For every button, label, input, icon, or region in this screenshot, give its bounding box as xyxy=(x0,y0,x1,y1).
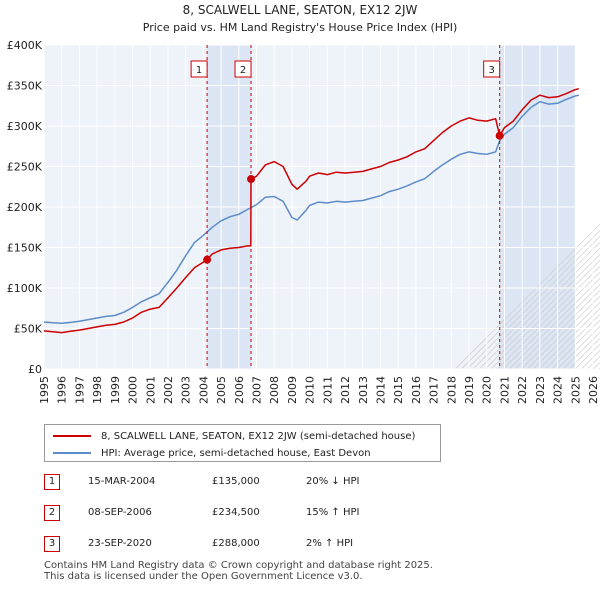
x-tick-label: 2020 xyxy=(481,376,494,404)
forecast-hatch xyxy=(473,241,600,370)
price-chart: 8, SCALWELL LANE, SEATON, EX12 2JW Price… xyxy=(7,3,600,404)
x-tick-label: 1996 xyxy=(56,376,69,404)
forecast-hatch xyxy=(509,277,600,370)
y-tick-label: £150K xyxy=(7,242,43,255)
transaction-price: £234,500 xyxy=(212,507,260,518)
x-tick-label: 1997 xyxy=(73,376,86,404)
transaction-date: 08-SEP-2006 xyxy=(88,507,152,518)
sale-point xyxy=(495,131,504,140)
x-tick-label: 2012 xyxy=(339,376,352,404)
x-tick-label: 2025 xyxy=(569,376,582,404)
forecast-hatch xyxy=(485,253,600,370)
x-tick-label: 2010 xyxy=(304,376,317,404)
x-tick-label: 2002 xyxy=(162,376,175,404)
plot-area: 1 2 3 £0 £50K £100K £150K £200K £250K £300K £350K £… xyxy=(7,39,600,404)
legend-swatch-hpi xyxy=(53,452,91,454)
table-row: 1 15-MAR-2004 £135,000 20% ↓ HPI xyxy=(44,474,564,492)
x-tick-label: 2000 xyxy=(127,376,140,404)
x-tick-label: 1995 xyxy=(38,376,51,404)
x-tick-label: 2026 xyxy=(587,376,600,404)
legend-item-hpi: HPI: Average price, semi-detached house,… xyxy=(53,445,371,461)
forecast-hatch xyxy=(461,229,600,370)
transaction-price: £288,000 xyxy=(212,538,260,549)
sale-label-box xyxy=(483,60,501,78)
chart-title: 8, SCALWELL LANE, SEATON, EX12 2JW xyxy=(183,3,418,17)
table-row: 3 23-SEP-2020 £288,000 2% ↑ HPI xyxy=(44,536,564,554)
x-tick-label: 2019 xyxy=(463,376,476,404)
x-tick-label: 2008 xyxy=(268,376,281,404)
legend-label-hpi: HPI: Average price, semi-detached house,… xyxy=(101,447,371,459)
forecast-hatch xyxy=(479,247,600,370)
table-row: 2 08-SEP-2006 £234,500 15% ↑ HPI xyxy=(44,505,564,523)
sale-label: 1 xyxy=(196,65,202,76)
x-tick-label: 2022 xyxy=(516,376,529,404)
series-line-property xyxy=(43,87,579,334)
sale-point xyxy=(203,255,212,264)
forecast-hatch xyxy=(455,223,600,370)
forecast-hatch xyxy=(533,301,600,370)
sale-label: 2 xyxy=(240,65,246,76)
x-tick-label: 2021 xyxy=(498,376,511,404)
footer-copyright: Contains HM Land Registry data © Crown c… xyxy=(44,560,433,571)
transaction-number: 3 xyxy=(44,536,60,552)
sale-point xyxy=(247,175,256,184)
sale-label: 3 xyxy=(488,65,494,76)
x-tick-label: 2009 xyxy=(286,376,299,404)
x-tick-label: 2003 xyxy=(180,376,193,404)
legend: 8, SCALWELL LANE, SEATON, EX12 2JW (semi… xyxy=(44,424,441,462)
x-tick-label: 1999 xyxy=(109,376,122,404)
x-tick-label: 2006 xyxy=(233,376,246,404)
y-tick-label: £50K xyxy=(14,323,43,336)
transaction-hpi: 2% ↑ HPI xyxy=(306,538,354,549)
legend-item-property: 8, SCALWELL LANE, SEATON, EX12 2JW (semi… xyxy=(53,428,415,444)
transaction-number: 2 xyxy=(44,505,60,521)
y-tick-label: £100K xyxy=(7,282,43,295)
transaction-hpi: 20% ↓ HPI xyxy=(306,476,360,487)
transaction-date: 15-MAR-2004 xyxy=(88,476,156,487)
legend-label-property: 8, SCALWELL LANE, SEATON, EX12 2JW (semi… xyxy=(101,430,416,442)
sale-label-box xyxy=(234,60,252,78)
x-tick-label: 2024 xyxy=(552,376,565,404)
chart-subtitle: Price paid vs. HM Land Registry's House … xyxy=(143,21,458,34)
x-tick-label: 2015 xyxy=(392,376,405,404)
y-tick-label: £300K xyxy=(7,120,43,133)
y-tick-label: £200K xyxy=(7,201,43,214)
y-tick-label: £350K xyxy=(7,80,43,93)
x-tick-label: 2014 xyxy=(374,376,387,404)
x-tick-label: 2017 xyxy=(428,376,441,404)
x-tick-label: 2018 xyxy=(445,376,458,404)
footer: Contains HM Land Registry data © Crown c… xyxy=(44,560,433,582)
x-tick-label: 2007 xyxy=(251,376,264,404)
footer-license: This data is licensed under the Open Gov… xyxy=(44,571,363,582)
x-tick-label: 1998 xyxy=(91,376,104,404)
transaction-hpi: 15% ↑ HPI xyxy=(306,507,360,518)
series-line-hpi xyxy=(43,94,579,324)
legend-swatch-property xyxy=(53,435,91,437)
forecast-hatch xyxy=(545,313,600,370)
y-tick-label: £400K xyxy=(7,39,43,52)
x-tick-label: 2004 xyxy=(197,376,210,404)
y-tick-label: £0 xyxy=(28,363,42,376)
transaction-number: 1 xyxy=(44,474,60,490)
x-tick-label: 2013 xyxy=(357,376,370,404)
x-tick-label: 2001 xyxy=(144,376,157,404)
x-tick-label: 2011 xyxy=(321,376,334,404)
sale-label-box xyxy=(190,60,208,78)
transaction-date: 23-SEP-2020 xyxy=(88,538,152,549)
forecast-hatch xyxy=(467,235,600,370)
forecast-hatch xyxy=(491,259,600,370)
forecast-hatch xyxy=(527,295,600,370)
forecast-hatch xyxy=(497,265,600,370)
transaction-price: £135,000 xyxy=(212,476,260,487)
y-tick-label: £250K xyxy=(7,161,43,174)
x-tick-label: 2016 xyxy=(410,376,423,404)
forecast-hatch xyxy=(515,283,600,370)
x-tick-label: 2023 xyxy=(534,376,547,404)
x-tick-label: 2005 xyxy=(215,376,228,404)
